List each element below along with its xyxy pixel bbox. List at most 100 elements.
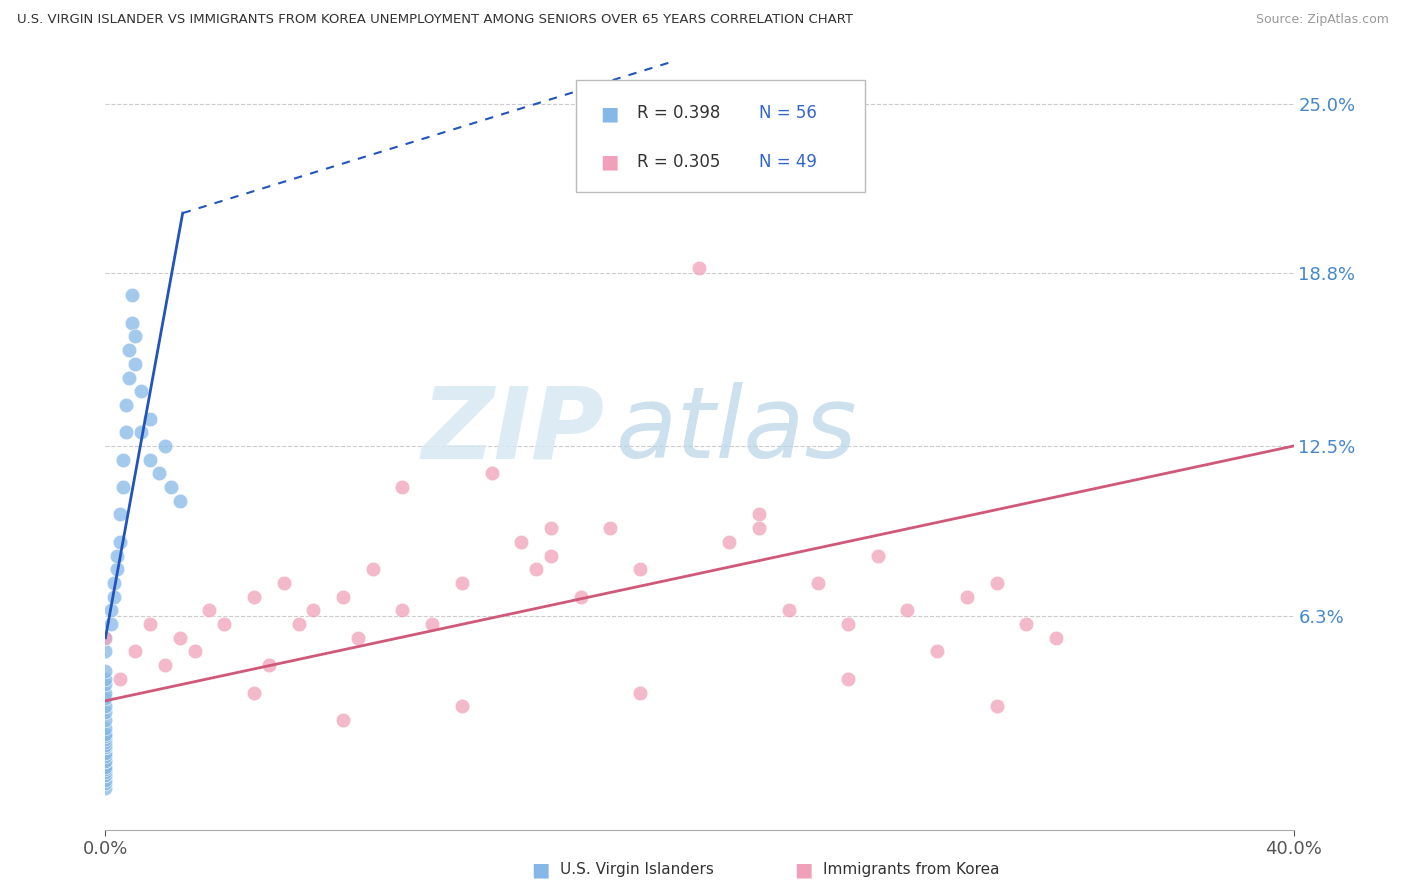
Point — [450, 576, 472, 591]
Point — [569, 590, 592, 604]
Text: U.S. Virgin Islanders: U.S. Virgin Islanders — [560, 863, 713, 877]
Point — [94, 713, 117, 727]
Point — [124, 329, 146, 343]
Point — [956, 590, 979, 604]
Point — [94, 740, 117, 755]
Point — [94, 726, 117, 740]
Point — [94, 685, 117, 699]
Point — [94, 664, 117, 678]
Point — [94, 738, 117, 752]
Point — [94, 776, 117, 790]
Point — [115, 425, 138, 440]
Point — [257, 658, 280, 673]
Point — [103, 576, 125, 591]
Point — [94, 748, 117, 763]
Point — [94, 735, 117, 749]
Point — [121, 288, 143, 302]
Point — [159, 480, 181, 494]
Point — [540, 549, 562, 563]
Point — [115, 398, 138, 412]
Point — [94, 740, 117, 755]
Point — [105, 549, 128, 563]
Point — [129, 425, 152, 440]
Point — [153, 439, 176, 453]
Point — [94, 754, 117, 768]
Point — [243, 590, 266, 604]
Point — [420, 617, 443, 632]
Point — [866, 549, 889, 563]
Point — [94, 672, 117, 686]
Point — [599, 521, 621, 535]
Point — [986, 699, 1008, 714]
Text: ZIP: ZIP — [422, 382, 605, 479]
Point — [112, 452, 135, 467]
Point — [1045, 631, 1067, 645]
Point — [139, 411, 162, 425]
Point — [896, 603, 918, 617]
Point — [391, 603, 413, 617]
Point — [94, 746, 117, 760]
Point — [100, 617, 122, 632]
Point — [287, 617, 309, 632]
Point — [302, 603, 325, 617]
Point — [105, 562, 128, 576]
Point — [391, 480, 413, 494]
Point — [94, 644, 117, 658]
Point — [243, 685, 266, 699]
Point — [100, 603, 122, 617]
Point — [1015, 617, 1038, 632]
Text: U.S. VIRGIN ISLANDER VS IMMIGRANTS FROM KOREA UNEMPLOYMENT AMONG SENIORS OVER 65: U.S. VIRGIN ISLANDER VS IMMIGRANTS FROM … — [17, 13, 853, 27]
Text: Source: ZipAtlas.com: Source: ZipAtlas.com — [1256, 13, 1389, 27]
Point — [153, 658, 176, 673]
Point — [118, 370, 141, 384]
Point — [124, 357, 146, 371]
Point — [94, 781, 117, 796]
Text: N = 56: N = 56 — [759, 104, 817, 122]
Point — [524, 562, 547, 576]
Point — [94, 773, 117, 788]
Point — [347, 631, 370, 645]
Text: atlas: atlas — [616, 382, 858, 479]
Point — [148, 467, 170, 481]
Text: ■: ■ — [600, 104, 619, 123]
Text: ■: ■ — [600, 153, 619, 171]
Point — [139, 617, 162, 632]
Point — [112, 480, 135, 494]
Point — [94, 730, 117, 744]
Text: N = 49: N = 49 — [759, 153, 817, 170]
Text: ■: ■ — [794, 860, 813, 880]
Point — [273, 576, 295, 591]
Point — [718, 535, 741, 549]
Point — [927, 644, 949, 658]
Text: R = 0.398: R = 0.398 — [637, 104, 720, 122]
Point — [748, 521, 770, 535]
Point — [540, 521, 562, 535]
Point — [778, 603, 800, 617]
Point — [110, 535, 132, 549]
Point — [510, 535, 533, 549]
Point — [628, 562, 651, 576]
Point — [94, 631, 117, 645]
Text: Immigrants from Korea: Immigrants from Korea — [823, 863, 1000, 877]
Point — [361, 562, 384, 576]
Point — [110, 672, 132, 686]
Point — [94, 705, 117, 719]
Point — [110, 508, 132, 522]
Point — [118, 343, 141, 358]
Point — [94, 721, 117, 735]
Point — [169, 493, 191, 508]
Point — [94, 765, 117, 780]
Point — [214, 617, 236, 632]
Point — [94, 691, 117, 706]
Point — [124, 644, 146, 658]
Point — [986, 576, 1008, 591]
Point — [94, 677, 117, 691]
Point — [94, 762, 117, 776]
Point — [689, 260, 711, 275]
Point — [169, 631, 191, 645]
Point — [94, 732, 117, 747]
Point — [481, 467, 503, 481]
Point — [837, 617, 859, 632]
Point — [332, 590, 354, 604]
Point — [94, 768, 117, 782]
